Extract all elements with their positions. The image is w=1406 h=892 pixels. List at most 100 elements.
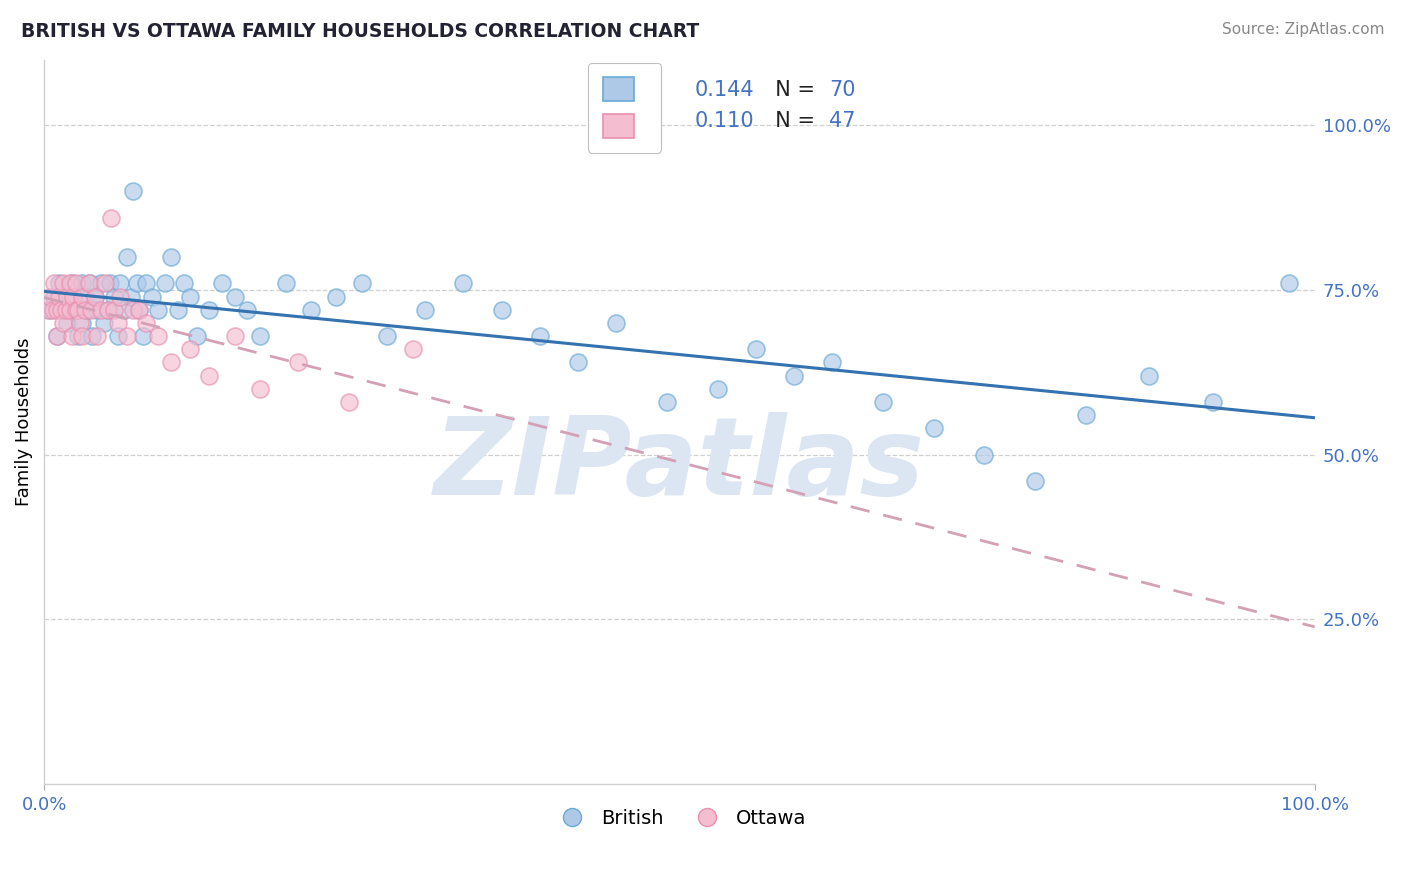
Point (52, 277, 75, 291)
Point (84, 290, 107, 304)
Point (128, 302, 150, 317)
Point (82, 329, 104, 343)
Point (84, 290, 107, 304)
Point (97, 302, 120, 317)
Point (179, 343, 201, 357)
Point (58, 290, 80, 304)
Point (337, 395, 360, 409)
Point (73, 290, 96, 304)
Point (160, 355, 183, 369)
Point (211, 277, 233, 291)
Point (60, 329, 83, 343)
Point (100, 211, 122, 225)
Point (491, 302, 513, 317)
Point (73, 302, 96, 317)
Point (173, 277, 195, 291)
Point (49, 302, 72, 317)
Point (128, 302, 150, 317)
Point (132, 329, 155, 343)
Point (48, 290, 70, 304)
Point (44, 277, 66, 291)
Text: ZIPatlas: ZIPatlas (434, 412, 925, 518)
Point (65, 302, 87, 317)
Text: Source: ZipAtlas.com: Source: ZipAtlas.com (1222, 22, 1385, 37)
Text: 0.110: 0.110 (695, 112, 754, 131)
Point (103, 302, 125, 317)
Legend: British, Ottawa: British, Ottawa (546, 801, 814, 836)
Point (148, 302, 170, 317)
Point (70, 277, 93, 291)
Point (922, 421, 945, 435)
Point (198, 368, 221, 383)
Point (224, 290, 246, 304)
Point (45, 302, 67, 317)
Point (62, 290, 84, 304)
Point (973, 448, 995, 462)
Text: BRITISH VS OTTAWA FAMILY HOUSEHOLDS CORRELATION CHART: BRITISH VS OTTAWA FAMILY HOUSEHOLDS CORR… (21, 22, 699, 41)
Point (58, 302, 80, 317)
Point (125, 277, 148, 291)
Point (249, 329, 271, 343)
Point (401, 343, 423, 357)
Point (350, 277, 373, 291)
Point (80, 302, 103, 317)
Point (179, 290, 201, 304)
Point (86, 302, 108, 317)
Point (153, 277, 176, 291)
Point (224, 329, 246, 343)
Point (529, 329, 551, 343)
Point (115, 250, 138, 264)
Point (783, 368, 806, 383)
Point (236, 302, 259, 317)
Point (70, 290, 93, 304)
Point (76, 302, 98, 317)
Point (86, 329, 108, 343)
Point (56, 316, 79, 330)
Point (98, 277, 121, 291)
Point (39, 302, 62, 317)
Text: 47: 47 (830, 112, 856, 131)
Point (110, 290, 132, 304)
Point (605, 316, 627, 330)
Point (655, 395, 678, 409)
Point (107, 329, 129, 343)
Point (55, 302, 77, 317)
Point (375, 329, 398, 343)
Point (872, 395, 894, 409)
Point (249, 382, 271, 396)
Point (325, 290, 347, 304)
Point (299, 302, 322, 317)
Point (122, 302, 145, 317)
Point (79, 277, 101, 291)
Point (67, 302, 90, 317)
Point (135, 277, 157, 291)
Point (69, 316, 91, 330)
Text: R =: R = (623, 112, 668, 131)
Point (110, 277, 132, 291)
Point (90, 277, 112, 291)
Point (120, 290, 142, 304)
Point (37, 302, 59, 317)
Point (103, 290, 125, 304)
Point (65, 302, 87, 317)
Point (287, 355, 309, 369)
Text: R =: R = (623, 80, 668, 100)
Point (93, 316, 115, 330)
Point (67, 329, 90, 343)
Point (160, 250, 183, 264)
Point (107, 316, 129, 330)
Y-axis label: Family Households: Family Households (15, 337, 32, 506)
Point (52, 302, 75, 317)
Point (453, 277, 475, 291)
Point (567, 355, 589, 369)
Point (48, 277, 70, 291)
Point (112, 302, 135, 317)
Point (706, 382, 728, 396)
Point (166, 302, 188, 317)
Point (122, 184, 145, 198)
Text: N =: N = (762, 80, 821, 100)
Point (65, 277, 87, 291)
Point (70, 316, 93, 330)
Point (821, 355, 844, 369)
Point (148, 329, 170, 343)
